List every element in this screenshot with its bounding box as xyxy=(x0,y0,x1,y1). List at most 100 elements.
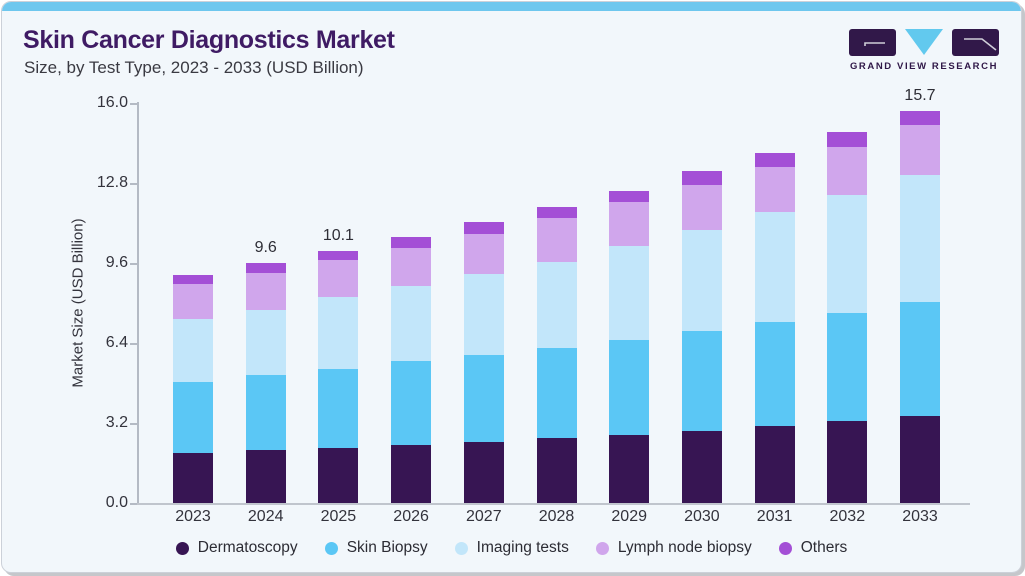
segment-lymph-node-biopsy xyxy=(827,146,868,195)
logo-left-square-icon xyxy=(849,28,896,56)
bar-2029 xyxy=(609,190,650,503)
segment-dermatoscopy xyxy=(754,425,795,503)
segment-skin-biopsy xyxy=(754,321,795,426)
segment-lymph-node-biopsy xyxy=(173,284,213,320)
y-tick-mark xyxy=(130,263,137,265)
segment-dermatoscopy xyxy=(681,430,722,503)
logo-triangle-icon xyxy=(905,29,943,55)
segment-lymph-node-biopsy xyxy=(681,185,722,230)
legend-item-others: Others xyxy=(778,539,848,557)
segment-skin-biopsy xyxy=(827,312,868,421)
y-axis-line xyxy=(137,102,139,504)
segment-skin-biopsy xyxy=(173,381,213,453)
y-tick-label: 16.0 xyxy=(96,94,128,111)
chart-legend: Dermatoscopy Skin Biopsy Imaging tests Lymp… xyxy=(2,539,1021,557)
legend-item-dermatoscopy: Dermatoscopy xyxy=(175,539,298,557)
x-axis-line xyxy=(137,503,970,505)
segment-dermatoscopy xyxy=(536,437,577,503)
x-tick-label-2024: 2024 xyxy=(247,508,284,525)
segment-imaging-tests xyxy=(609,245,650,340)
legend-item-imaging-tests: Imaging tests xyxy=(454,539,569,557)
bar-2033 xyxy=(900,110,940,503)
segment-dermatoscopy xyxy=(245,450,286,503)
segment-others xyxy=(536,206,577,218)
segment-others xyxy=(681,171,722,186)
legend-label: Dermatoscopy xyxy=(197,539,298,556)
segment-others xyxy=(827,132,868,147)
bar-2030 xyxy=(681,171,722,503)
bar-2024 xyxy=(245,263,286,503)
segment-others xyxy=(391,236,432,249)
segment-dermatoscopy xyxy=(391,445,432,503)
segment-lymph-node-biopsy xyxy=(609,201,650,246)
total-label-2024: 9.6 xyxy=(254,239,277,256)
y-tick-label: 0.0 xyxy=(105,494,128,511)
y-tick-label: 9.6 xyxy=(105,254,128,271)
total-label-2033: 15.7 xyxy=(904,86,936,104)
segment-skin-biopsy xyxy=(391,361,432,445)
y-tick-mark xyxy=(130,423,137,425)
y-tick-mark xyxy=(130,343,137,345)
segment-lymph-node-biopsy xyxy=(391,248,432,286)
segment-others xyxy=(245,263,286,274)
x-tick-label-2027: 2027 xyxy=(466,508,502,525)
y-tick-label: 3.2 xyxy=(105,414,128,431)
segment-imaging-tests xyxy=(900,174,940,303)
segment-imaging-tests xyxy=(245,309,286,375)
legend-item-skin-biopsy: Skin Biopsy xyxy=(324,539,428,557)
segment-dermatoscopy xyxy=(463,442,504,503)
segment-skin-biopsy xyxy=(681,330,722,431)
segment-lymph-node-biopsy xyxy=(536,218,577,262)
segment-imaging-tests xyxy=(463,274,504,355)
bar-2026 xyxy=(391,236,432,503)
segment-lymph-node-biopsy xyxy=(900,124,940,175)
page-subtitle: Size, by Test Type, 2023 - 2033 (USD Bil… xyxy=(24,58,364,77)
bar-2032 xyxy=(827,132,868,503)
segment-imaging-tests xyxy=(391,285,432,361)
logo-wordmark: GRAND VIEW RESEARCH xyxy=(849,61,999,72)
legend-label: Imaging tests xyxy=(476,539,569,556)
y-tick-label: 6.4 xyxy=(105,334,128,351)
page-title: Skin Cancer Diagnostics Market xyxy=(23,26,395,54)
x-tick-label-2028: 2028 xyxy=(538,508,575,525)
x-tick-label-2033: 2033 xyxy=(902,508,938,525)
segment-others xyxy=(173,274,213,284)
segment-imaging-tests xyxy=(827,194,868,313)
bar-2023 xyxy=(173,274,213,503)
x-tick-label-2029: 2029 xyxy=(611,508,647,525)
segment-dermatoscopy xyxy=(827,421,868,503)
segment-lymph-node-biopsy xyxy=(463,233,504,275)
segment-skin-biopsy xyxy=(318,369,359,448)
bar-2028 xyxy=(536,206,577,503)
y-tick-mark xyxy=(130,103,137,105)
legend-dot-icon xyxy=(595,541,609,555)
segment-imaging-tests xyxy=(318,297,359,369)
x-tick-label-2026: 2026 xyxy=(393,508,429,525)
logo-right-square-icon xyxy=(952,28,999,56)
segment-imaging-tests xyxy=(754,212,795,322)
segment-others xyxy=(318,250,359,260)
grand-view-research-logo: GRAND VIEW RESEARCH xyxy=(849,28,999,72)
bar-2031 xyxy=(754,153,795,503)
y-tick-mark xyxy=(130,183,137,185)
legend-dot-icon xyxy=(778,541,792,555)
segment-skin-biopsy xyxy=(900,302,940,417)
segment-dermatoscopy xyxy=(900,416,940,503)
segment-skin-biopsy xyxy=(609,339,650,435)
x-tick-label-2031: 2031 xyxy=(756,508,793,525)
legend-label: Others xyxy=(800,539,848,556)
segment-dermatoscopy xyxy=(609,434,650,503)
segment-dermatoscopy xyxy=(173,453,213,503)
segment-others xyxy=(754,153,795,167)
x-tick-label-2025: 2025 xyxy=(320,508,357,525)
segment-others xyxy=(900,110,940,125)
segment-imaging-tests xyxy=(536,261,577,348)
segment-lymph-node-biopsy xyxy=(754,166,795,213)
top-accent-bar xyxy=(2,2,1021,11)
x-tick-label-2032: 2032 xyxy=(829,508,866,525)
bar-2025 xyxy=(318,250,359,503)
segment-imaging-tests xyxy=(173,319,213,382)
segment-dermatoscopy xyxy=(318,448,359,503)
